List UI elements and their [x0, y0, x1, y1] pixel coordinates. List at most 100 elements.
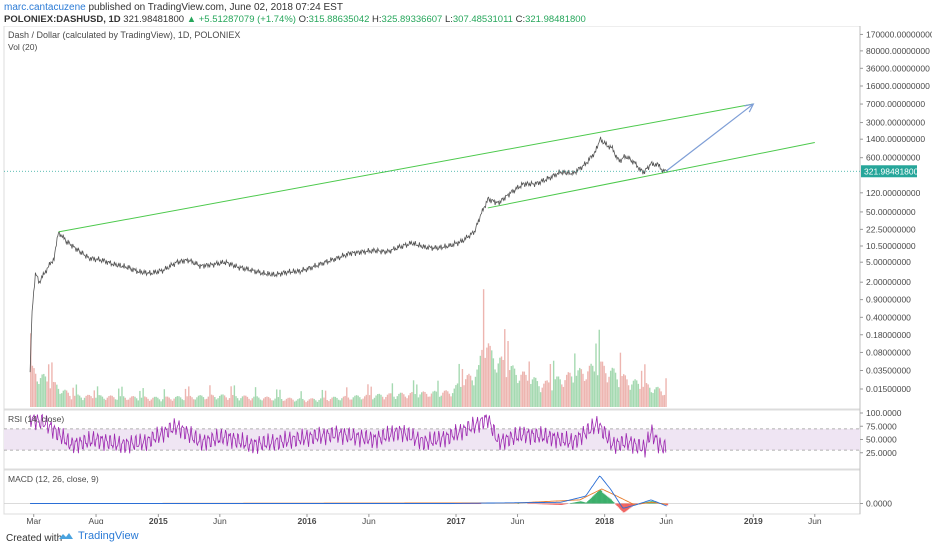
- author-link[interactable]: marc.cantacuzene: [4, 2, 86, 13]
- volume-bar-349: [598, 329, 600, 407]
- volume-bar-227: [399, 392, 402, 407]
- volume-bar-244: [427, 396, 429, 407]
- volume-bar-273: [474, 376, 477, 407]
- volume-bar-108: [205, 398, 208, 407]
- volume-bar-0: [30, 333, 32, 407]
- volume-bar-134: [248, 398, 250, 407]
- volume-bar-178: [320, 398, 322, 407]
- macd-hist-bar-265: [545, 503, 548, 505]
- volume-bar-315: [543, 383, 545, 407]
- macd-hist-bar-253: [530, 503, 533, 505]
- volume-bar-301: [520, 374, 522, 407]
- volume-bar-10: [46, 381, 48, 407]
- price-axis-label-4: 7000.00000000: [866, 99, 925, 109]
- volume-bar-360: [616, 379, 618, 407]
- volume-bar-253: [442, 392, 444, 407]
- volume-bar-141: [259, 399, 262, 407]
- volume-bar-298: [515, 374, 517, 407]
- volume-bar-268: [466, 375, 469, 407]
- volume-bar-109: [207, 396, 210, 407]
- volume-bar-3: [34, 373, 37, 407]
- time-axis-label-2: 2015: [149, 516, 168, 524]
- time-axis-label-3: Jun: [213, 516, 227, 524]
- volume-bar-254: [443, 390, 446, 407]
- volume-bar-320: [551, 390, 553, 407]
- volume-bar-353: [605, 373, 607, 407]
- chart-area[interactable]: 170000.00000000 80000.00000000 36000.00000…: [0, 25, 932, 526]
- volume-bar-69: [142, 388, 144, 407]
- volume-bar-24: [69, 395, 71, 407]
- volume-bar-390: [665, 378, 667, 407]
- volume-bar-332: [570, 376, 573, 407]
- macd-hist-bar-335: [634, 503, 637, 505]
- chart-svg[interactable]: 170000.00000000 80000.00000000 36000.00000…: [0, 25, 932, 526]
- macd-hist-bar-303: [594, 494, 597, 504]
- volume-bar-374: [639, 388, 641, 407]
- price-axis-label-19: 0.01500000: [866, 384, 911, 394]
- volume-bar-51: [113, 397, 115, 407]
- volume-bar-207: [367, 384, 369, 407]
- volume-bar-136: [251, 398, 253, 407]
- volume-bar-329: [565, 374, 568, 407]
- macd-hist-bar-275: [557, 503, 560, 505]
- macd-hist-bar-285: [572, 502, 575, 504]
- volume-bar-85: [168, 397, 170, 407]
- volume-bar-66: [137, 400, 139, 407]
- macd-hist-bar-267: [548, 503, 550, 505]
- volume-bar-305: [526, 380, 529, 407]
- macd-hist-bar-330: [628, 503, 631, 509]
- volume-label: Vol (20): [8, 42, 37, 52]
- macd-hist-bar-319: [615, 503, 617, 505]
- volume-bar-377: [644, 364, 646, 407]
- volume-bar-211: [373, 397, 376, 407]
- price-axis-label-15: 0.40000000: [866, 312, 911, 322]
- volume-bar-351: [601, 361, 604, 407]
- volume-bar-283: [491, 350, 493, 407]
- volume-bar-383: [653, 389, 656, 407]
- volume-bar-59: [126, 399, 128, 407]
- macd-hist-bar-293: [582, 501, 584, 504]
- volume-bar-185: [331, 397, 333, 407]
- volume-bar-126: [235, 396, 237, 407]
- tradingview-brand[interactable]: TradingView: [58, 530, 139, 542]
- macd-hist-bar-258: [537, 503, 539, 505]
- volume-bar-48: [108, 396, 110, 407]
- volume-bar-285: [494, 369, 496, 407]
- volume-bar-84: [166, 396, 169, 407]
- volume-bar-363: [621, 376, 623, 407]
- volume-bar-246: [430, 393, 433, 407]
- volume-bar-239: [419, 394, 421, 407]
- volume-bar-280: [486, 347, 488, 407]
- volume-bar-271: [471, 380, 473, 407]
- macd-hist-bar-270: [551, 503, 554, 505]
- time-axis-label-5: Jun: [362, 516, 376, 524]
- volume-bar-45: [103, 398, 105, 407]
- macd-hist-bar-312: [605, 495, 608, 504]
- volume-bar-63: [132, 396, 135, 407]
- volume-bar-133: [246, 396, 249, 407]
- macd-hist-bar-256: [534, 503, 537, 505]
- volume-bar-276: [479, 355, 482, 407]
- volume-bar-236: [414, 394, 416, 407]
- volume-bar-209: [370, 386, 372, 407]
- volume-bar-322: [554, 379, 556, 407]
- volume-bar-72: [147, 398, 149, 407]
- volume-bar-272: [473, 385, 475, 407]
- volume-bar-49: [109, 395, 112, 407]
- volume-bar-387: [660, 391, 662, 407]
- price-axis-label-11: 10.50000000: [866, 241, 916, 251]
- chart-header: marc.cantacuzene published on TradingVie…: [0, 0, 932, 26]
- volume-bar-97: [188, 386, 190, 407]
- volume-bar-333: [572, 382, 574, 407]
- volume-bar-71: [145, 397, 148, 407]
- macd-hist-bar-243: [473, 503, 476, 505]
- volume-bar-98: [189, 395, 192, 407]
- last-price-tag-label: 321.98481800: [864, 166, 919, 176]
- volume-bar-110: [209, 385, 211, 407]
- volume-bar-222: [391, 383, 394, 407]
- volume-bar-142: [261, 400, 263, 407]
- macd-hist-bar-262: [541, 503, 544, 505]
- volume-bar-175: [315, 400, 317, 407]
- macd-axis-label-0: 0.0000: [866, 499, 892, 509]
- macd-hist-bar-252: [529, 503, 532, 505]
